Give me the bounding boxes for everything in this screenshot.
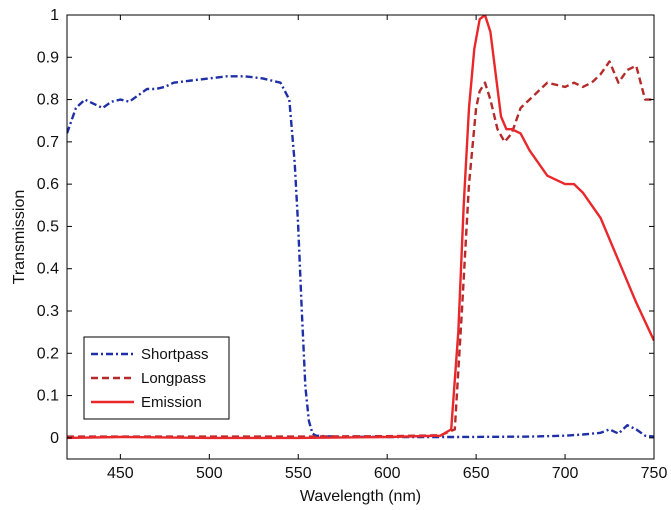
series-layer <box>67 15 654 440</box>
x-tick-label: 500 <box>196 465 223 482</box>
y-tick-label: 0 <box>50 430 59 447</box>
y-tick-label: 0.8 <box>37 92 59 109</box>
legend-label-longpass: Longpass <box>141 370 206 387</box>
y-tick-label: 0.6 <box>37 176 59 193</box>
legend-label-shortpass: Shortpass <box>141 346 209 363</box>
x-tick-label: 450 <box>107 465 134 482</box>
y-axis-label: Transmission <box>11 190 28 285</box>
y-tick-label: 0.2 <box>37 345 59 362</box>
y-tick-label: 0.1 <box>37 388 59 405</box>
ticks-layer: 450 500 550 600 650 700 750 0 0.1 0.2 0.3 0.4 0.5 0.6… <box>37 7 668 482</box>
y-tick-label: 0.9 <box>37 49 59 66</box>
series-line-emission <box>67 15 654 440</box>
series-line-shortpass <box>67 75 654 439</box>
y-tick-label: 0.7 <box>37 134 59 151</box>
x-tick-label: 700 <box>552 465 579 482</box>
x-tick-label: 750 <box>641 465 668 482</box>
y-tick-label: 0.3 <box>37 303 59 320</box>
legend-label-emission: Emission <box>141 394 202 411</box>
y-tick-label: 0.5 <box>37 218 59 235</box>
plot-frame <box>66 14 655 460</box>
x-tick-label: 650 <box>463 465 490 482</box>
legend: Shortpass Longpass Emission <box>83 336 230 420</box>
y-tick-label: 0.4 <box>37 261 59 278</box>
x-tick-label: 600 <box>374 465 401 482</box>
y-tick-label: 1 <box>50 7 59 24</box>
x-axis-label: Wavelength (nm) <box>300 488 421 505</box>
x-tick-label: 550 <box>285 465 312 482</box>
